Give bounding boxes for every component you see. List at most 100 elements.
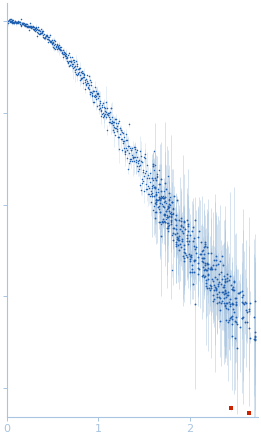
Point [204,280,208,287]
Point [17,18,22,25]
Point [226,319,230,326]
Point [38,28,42,35]
Point [140,159,144,166]
Point [241,291,245,298]
Point [143,151,147,158]
Point [218,257,222,264]
Point [157,166,161,173]
Point [30,23,34,30]
Point [33,24,37,31]
Point [20,20,24,27]
Point [222,281,226,288]
Point [6,17,10,24]
Point [105,105,109,112]
Point [43,33,47,40]
Point [53,38,57,45]
Point [59,47,63,54]
Point [201,244,206,251]
Point [80,69,85,76]
Point [78,76,82,83]
Point [40,29,44,36]
Point [171,224,176,231]
Point [161,215,165,222]
Point [200,248,204,255]
Point [92,93,97,100]
Point [164,224,169,231]
Point [66,51,70,58]
Point [76,66,80,73]
Point [153,191,158,198]
Point [177,236,181,243]
Point [170,231,174,238]
Point [153,174,157,181]
Point [58,44,63,51]
Point [93,94,97,101]
Point [253,333,257,340]
Point [155,173,159,180]
Point [234,302,238,309]
Point [66,58,70,65]
Point [114,116,118,123]
Point [193,246,197,253]
Point [100,110,104,117]
Point [163,219,167,226]
Point [240,315,244,322]
Point [154,188,158,195]
Point [164,199,168,206]
Point [225,299,229,306]
Point [170,198,174,205]
Point [147,191,151,198]
Point [120,135,124,142]
Point [148,179,152,186]
Point [7,17,11,24]
Point [215,300,220,307]
Point [91,87,95,94]
Point [248,334,252,341]
Point [179,243,183,250]
Point [40,28,45,35]
Point [171,230,175,237]
Point [223,276,227,283]
Point [92,87,96,94]
Point [202,274,206,281]
Point [36,23,40,30]
Point [121,133,126,140]
Point [218,281,223,288]
Point [230,300,234,307]
Point [184,251,188,258]
Point [189,253,193,260]
Point [63,51,68,58]
Point [161,192,165,199]
Point [6,20,10,27]
Point [163,193,167,200]
Point [233,335,237,342]
Point [123,130,128,137]
Point [55,42,59,49]
Point [204,267,209,274]
Point [207,287,212,294]
Point [229,281,233,288]
Point [199,251,204,258]
Point [181,230,185,237]
Point [60,49,64,56]
Point [44,32,48,39]
Point [54,43,58,50]
Point [63,49,67,56]
Point [95,90,99,97]
Point [153,161,157,168]
Point [197,265,201,272]
Point [123,151,127,158]
Point [169,208,173,215]
Point [224,290,228,297]
Point [15,20,19,27]
Point [94,89,99,96]
Point [192,268,196,275]
Point [21,20,25,27]
Point [13,19,17,26]
Point [204,267,208,274]
Point [15,18,20,25]
Point [72,57,76,64]
Point [174,212,178,219]
Point [225,277,229,284]
Point [199,254,204,261]
